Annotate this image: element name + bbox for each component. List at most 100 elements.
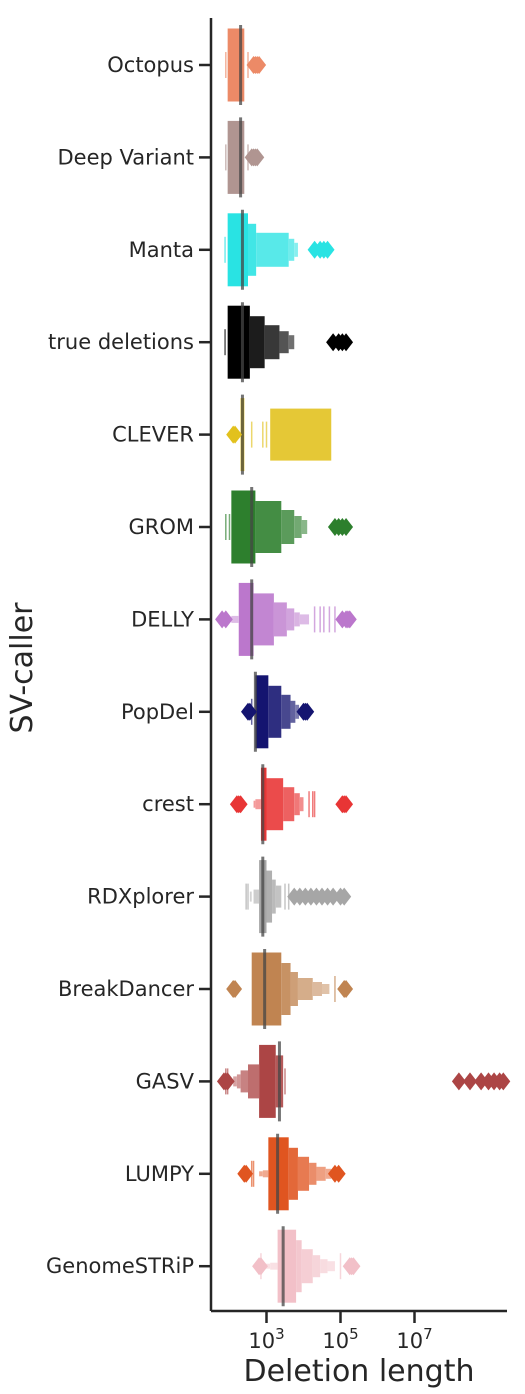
boxen-box bbox=[273, 602, 287, 637]
boxen-box bbox=[266, 870, 273, 923]
boxen-box bbox=[262, 1170, 269, 1178]
boxen-box bbox=[240, 1070, 248, 1093]
series-4 bbox=[226, 394, 332, 475]
y-tick-label: crest bbox=[142, 792, 194, 816]
y-tick-label: Manta bbox=[129, 238, 194, 262]
boxen-box bbox=[283, 787, 295, 822]
boxen-box bbox=[255, 799, 261, 810]
series-13 bbox=[252, 1226, 361, 1307]
outlier-point bbox=[253, 1257, 268, 1276]
outlier-point bbox=[342, 610, 357, 629]
boxen-box bbox=[270, 1262, 278, 1270]
series-10 bbox=[226, 949, 354, 1029]
outlier-point bbox=[326, 887, 341, 906]
boxen-box bbox=[297, 1156, 310, 1191]
series-2 bbox=[224, 209, 335, 290]
y-tick-label: Deep Variant bbox=[58, 145, 195, 169]
outlier-point bbox=[218, 610, 233, 629]
boxen-box bbox=[255, 675, 269, 749]
boxen-box bbox=[288, 1147, 298, 1200]
boxen-box bbox=[233, 1076, 237, 1087]
outlier-point bbox=[300, 702, 315, 721]
outlier-point bbox=[228, 980, 243, 998]
outlier-point bbox=[451, 1072, 466, 1091]
y-tick-label: LUMPY bbox=[125, 1162, 194, 1186]
series-7 bbox=[241, 671, 315, 752]
outlier-point bbox=[496, 1072, 511, 1091]
x-tick-label: 103 bbox=[248, 1325, 284, 1353]
boxen-box bbox=[272, 879, 276, 914]
y-axis-ticks: Octopus Deep Variant Manta true deletions CL… bbox=[46, 53, 211, 1278]
series-5 bbox=[225, 487, 354, 567]
boxen-box bbox=[294, 516, 302, 538]
boxen-box bbox=[227, 305, 250, 379]
outlier-point bbox=[339, 333, 354, 352]
boxen-box bbox=[327, 1261, 335, 1272]
outlier-point bbox=[250, 148, 265, 167]
y-tick-label: true deletions bbox=[48, 330, 194, 354]
boxen-box bbox=[290, 972, 298, 1006]
boxen-box bbox=[249, 316, 265, 369]
boxen-box bbox=[248, 1064, 260, 1099]
boxen-box bbox=[299, 797, 304, 812]
outlier-point bbox=[339, 795, 354, 814]
y-tick-label: RDXplorer bbox=[87, 885, 194, 909]
boxen-box bbox=[286, 608, 295, 631]
y-tick-label: BreakDancer bbox=[58, 977, 194, 1001]
boxen-box bbox=[253, 800, 256, 808]
x-tick-label: 105 bbox=[322, 1325, 358, 1353]
outlier-point bbox=[474, 1072, 489, 1091]
boxen-box bbox=[312, 1255, 321, 1278]
y-tick-label: PopDel bbox=[121, 700, 194, 724]
x-tick-label: 107 bbox=[396, 1325, 432, 1353]
outlier-point bbox=[339, 980, 354, 998]
y-tick-label: GenomeSTRiP bbox=[46, 1254, 194, 1278]
y-tick-label: GROM bbox=[128, 515, 194, 539]
x-axis-ticks: 103 105 107 bbox=[248, 1311, 433, 1353]
outlier-point bbox=[228, 425, 243, 444]
boxen-box bbox=[264, 325, 280, 360]
boxen-box bbox=[253, 593, 274, 646]
y-tick-label: GASV bbox=[136, 1069, 195, 1093]
outlier-point bbox=[220, 1072, 235, 1091]
outlier-point bbox=[337, 887, 352, 906]
y-tick-label: CLEVER bbox=[112, 423, 194, 447]
y-axis-title: SV-caller bbox=[5, 602, 40, 734]
outlier-point bbox=[242, 702, 257, 721]
boxen-box bbox=[297, 978, 313, 1000]
outlier-point bbox=[252, 56, 267, 74]
boxen-box bbox=[253, 889, 260, 904]
boxen-box bbox=[290, 700, 296, 723]
outlier-point bbox=[239, 1164, 254, 1183]
series-6 bbox=[215, 579, 357, 660]
boxen-box bbox=[281, 510, 295, 544]
boxen-box bbox=[309, 1162, 317, 1185]
boxen-box bbox=[288, 335, 295, 350]
series-3 bbox=[224, 302, 354, 383]
boxen-box bbox=[231, 615, 239, 623]
boxen-box bbox=[259, 1044, 276, 1118]
outlier-point bbox=[331, 1164, 346, 1183]
boxen-box bbox=[248, 223, 257, 276]
boxen-box bbox=[322, 984, 330, 994]
boxen-box bbox=[259, 1171, 263, 1177]
boxen-box bbox=[251, 952, 282, 1026]
boxen-box bbox=[301, 1249, 313, 1284]
boxen-box bbox=[312, 982, 322, 996]
series-8 bbox=[229, 764, 354, 845]
outlier-point bbox=[463, 1072, 477, 1091]
boxen-box bbox=[277, 1229, 297, 1303]
boxen-box bbox=[316, 1166, 326, 1181]
series-11 bbox=[216, 1041, 511, 1122]
boxen-box bbox=[238, 582, 254, 656]
series-9 bbox=[245, 856, 352, 937]
boxen-box bbox=[281, 963, 291, 1015]
series-12 bbox=[237, 1133, 346, 1214]
series-1 bbox=[225, 117, 265, 198]
boxen-box bbox=[236, 1074, 241, 1089]
y-tick-label: Octopus bbox=[107, 53, 194, 77]
boxen-box bbox=[279, 331, 289, 354]
boxen-box bbox=[255, 501, 282, 553]
boxen-box bbox=[275, 885, 282, 908]
